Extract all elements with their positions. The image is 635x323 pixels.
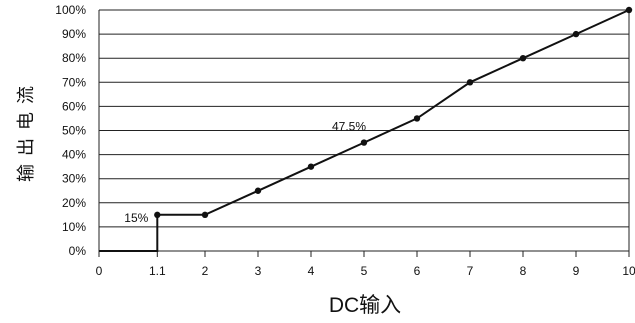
series-group: [99, 6, 633, 252]
y-axis-label: 输出电流: [16, 78, 36, 182]
data-point-3: [307, 163, 315, 170]
y-tick-label-1: 10%: [62, 220, 86, 234]
x-tick-label-0: 0: [96, 264, 103, 278]
x-tick-label-10: 10: [622, 264, 635, 278]
annotation-0: 15%: [124, 211, 148, 225]
data-point-9: [625, 6, 633, 14]
x-tick-label-4: 4: [308, 264, 315, 278]
y-tick-label-10: 100%: [55, 3, 86, 17]
x-tick-label-1: 1.1: [149, 264, 166, 278]
x-tick-label-8: 8: [520, 264, 527, 278]
y-tick-label-0: 0%: [69, 244, 87, 258]
x-tick-label-3: 3: [255, 264, 262, 278]
x-tick-label-2: 2: [202, 264, 209, 278]
annotation-1: 47.5%: [332, 120, 366, 134]
y-tick-label-4: 40%: [62, 148, 86, 162]
y-tick-label-3: 30%: [62, 172, 86, 186]
data-point-0: [154, 211, 161, 219]
grid-lines: [99, 9, 629, 228]
data-point-5: [413, 115, 421, 122]
y-tick-label-9: 90%: [62, 27, 86, 41]
x-axis-label: DC输入: [329, 294, 401, 317]
data-point-7: [519, 55, 527, 62]
x-tick-label-7: 7: [467, 264, 474, 278]
data-point-2: [254, 187, 262, 194]
y-tick-label-2: 20%: [62, 196, 86, 210]
data-point-8: [572, 30, 580, 38]
data-point-6: [466, 79, 474, 86]
data-point-4: [360, 139, 368, 146]
y-tick-labels: 0% 10% 20% 30% 40% 50% 60% 70% 80% 90% 100%: [55, 3, 86, 258]
axes: [98, 10, 630, 257]
annotations: 15% 47.5%: [124, 120, 366, 225]
y-tick-label-6: 60%: [62, 99, 86, 113]
x-tick-label-6: 6: [414, 264, 421, 278]
series-line-0: [99, 9, 630, 252]
data-point-1: [201, 211, 209, 219]
x-tick-labels: 0 1.1 2 3 4 5 6 7 8 9 10: [96, 264, 635, 278]
y-tick-label-8: 80%: [62, 51, 86, 65]
x-tick-label-9: 9: [573, 264, 580, 278]
y-tick-label-7: 70%: [62, 75, 86, 89]
y-tick-label-5: 50%: [62, 124, 86, 138]
x-tick-label-5: 5: [361, 264, 368, 278]
